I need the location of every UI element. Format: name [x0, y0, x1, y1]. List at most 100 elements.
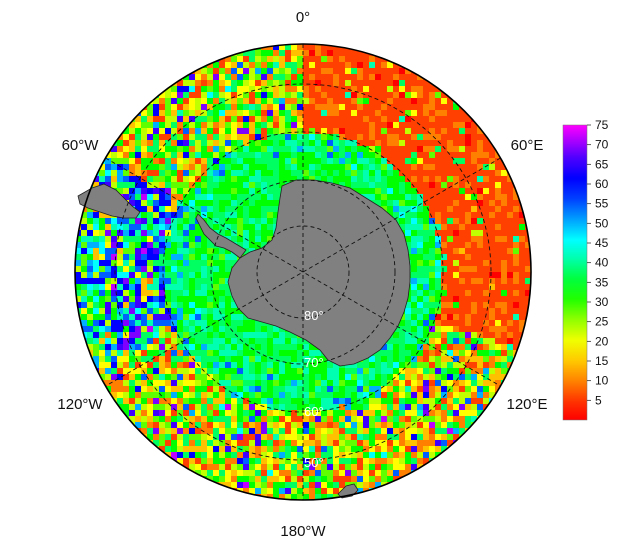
data-cell: [159, 200, 165, 206]
data-cell: [477, 116, 483, 122]
data-cell: [477, 296, 483, 302]
data-cell: [249, 50, 255, 56]
data-cell: [255, 62, 261, 68]
data-cell: [195, 128, 201, 134]
data-cell: [363, 458, 369, 464]
data-cell: [243, 362, 249, 368]
data-cell: [105, 374, 111, 380]
data-cell: [207, 482, 213, 488]
data-cell: [495, 242, 501, 248]
data-cell: [399, 200, 405, 206]
data-cell: [483, 398, 489, 404]
data-cell: [411, 116, 417, 122]
data-cell: [489, 218, 495, 224]
data-cell: [387, 206, 393, 212]
data-cell: [189, 404, 195, 410]
data-cell: [147, 446, 153, 452]
data-cell: [525, 272, 531, 278]
data-cell: [87, 248, 93, 254]
data-cell: [87, 362, 93, 368]
data-cell: [141, 398, 147, 404]
data-cell: [309, 44, 315, 50]
data-cell: [429, 74, 435, 80]
data-cell: [81, 236, 87, 242]
data-cell: [237, 326, 243, 332]
data-cell: [429, 266, 435, 272]
data-cell: [177, 80, 183, 86]
data-cell: [207, 398, 213, 404]
data-cell: [357, 44, 363, 50]
data-cell: [381, 86, 387, 92]
data-cell: [231, 140, 237, 146]
data-cell: [225, 344, 231, 350]
data-cell: [381, 488, 387, 494]
data-cell: [285, 116, 291, 122]
data-cell: [357, 464, 363, 470]
data-cell: [123, 158, 129, 164]
data-cell: [291, 446, 297, 452]
data-cell: [489, 302, 495, 308]
data-cell: [435, 176, 441, 182]
data-cell: [459, 134, 465, 140]
data-cell: [357, 86, 363, 92]
data-cell: [429, 236, 435, 242]
data-cell: [375, 62, 381, 68]
data-cell: [243, 152, 249, 158]
data-cell: [105, 272, 111, 278]
data-cell: [465, 224, 471, 230]
data-cell: [117, 266, 123, 272]
data-cell: [393, 104, 399, 110]
data-cell: [171, 278, 177, 284]
data-cell: [327, 110, 333, 116]
data-cell: [255, 224, 261, 230]
data-cell: [507, 308, 513, 314]
data-cell: [267, 434, 273, 440]
data-cell: [507, 332, 513, 338]
data-cell: [261, 218, 267, 224]
data-cell: [189, 374, 195, 380]
data-cell: [339, 422, 345, 428]
data-cell: [255, 458, 261, 464]
data-cell: [483, 224, 489, 230]
data-cell: [81, 284, 87, 290]
data-cell: [297, 368, 303, 374]
data-cell: [363, 122, 369, 128]
data-cell: [189, 398, 195, 404]
data-cell: [267, 380, 273, 386]
data-cell: [453, 290, 459, 296]
data-cell: [363, 416, 369, 422]
data-cell: [261, 434, 267, 440]
data-cell: [399, 416, 405, 422]
data-cell: [201, 98, 207, 104]
data-cell: [447, 374, 453, 380]
data-cell: [189, 224, 195, 230]
data-cell: [261, 320, 267, 326]
data-cell: [225, 398, 231, 404]
data-cell: [411, 92, 417, 98]
data-cell: [237, 434, 243, 440]
data-cell: [249, 74, 255, 80]
data-cell: [225, 272, 231, 278]
data-cell: [375, 122, 381, 128]
data-cell: [501, 374, 507, 380]
data-cell: [351, 170, 357, 176]
data-cell: [429, 392, 435, 398]
data-cell: [243, 170, 249, 176]
data-cell: [351, 158, 357, 164]
data-cell: [387, 104, 393, 110]
data-cell: [381, 98, 387, 104]
data-cell: [417, 326, 423, 332]
data-cell: [261, 92, 267, 98]
data-cell: [441, 374, 447, 380]
data-cell: [87, 314, 93, 320]
data-cell: [195, 350, 201, 356]
data-cell: [321, 110, 327, 116]
data-cell: [423, 338, 429, 344]
data-cell: [225, 164, 231, 170]
data-cell: [501, 224, 507, 230]
data-cell: [165, 146, 171, 152]
data-cell: [519, 236, 525, 242]
data-cell: [345, 86, 351, 92]
data-cell: [117, 302, 123, 308]
data-cell: [189, 176, 195, 182]
